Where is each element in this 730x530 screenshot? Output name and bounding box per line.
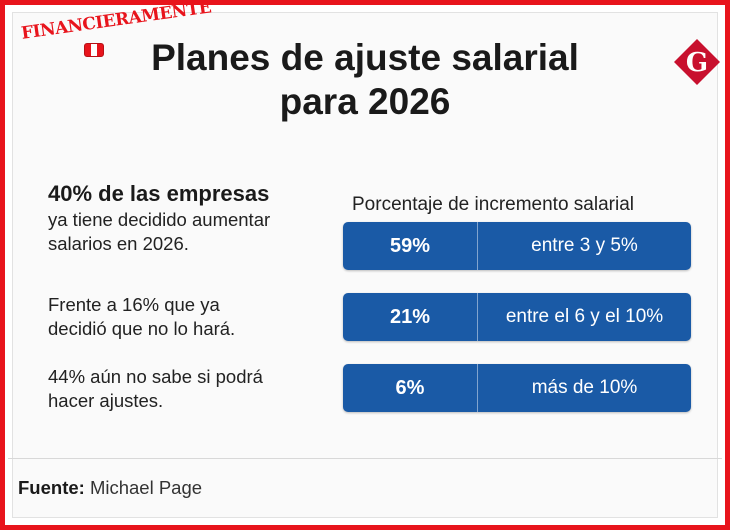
- row-category: entre el 6 y el 10%: [505, 306, 664, 327]
- chart-row-2: 21% entre el 6 y el 10%: [343, 293, 691, 341]
- title-line-1: Planes de ajuste salarial: [151, 37, 579, 78]
- chart-row-3: 6% más de 10%: [343, 364, 691, 412]
- stat3-line-2: hacer ajustes.: [48, 390, 164, 411]
- row-value: 6%: [395, 377, 425, 399]
- row-category: entre 3 y 5%: [531, 235, 638, 256]
- stat2-line-1: Frente a 16% que ya: [48, 294, 220, 315]
- page-title: Planes de ajuste salarial para 2026: [0, 36, 730, 124]
- chart-row-1: 59% entre 3 y 5%: [343, 222, 691, 270]
- chart-title: Porcentaje de incremento salarial: [352, 194, 634, 215]
- row-value: 21%: [389, 306, 431, 328]
- stat-block-1: 40% de las empresas ya tiene decidido au…: [48, 180, 318, 256]
- source-value: Michael Page: [89, 477, 203, 498]
- row-value: 59%: [389, 235, 431, 257]
- stat3-line-1: 44% aún no sabe si podrá: [48, 366, 263, 387]
- gestion-logo-icon: G: [674, 39, 720, 85]
- flag-seal-icon: [84, 43, 104, 57]
- stat-headline-line-2: salarios en 2026.: [48, 233, 189, 254]
- row-separator: [477, 293, 478, 341]
- stat-block-2: Frente a 16% que ya decidió que no lo ha…: [48, 293, 318, 341]
- stat2-line-2: decidió que no lo hará.: [48, 318, 236, 339]
- footer-divider: [8, 458, 722, 459]
- logo-letter: G: [686, 48, 708, 78]
- title-line-2: para 2026: [279, 81, 451, 122]
- row-category: más de 10%: [531, 377, 638, 398]
- source-label: Fuente:: [18, 477, 85, 498]
- stat-block-3: 44% aún no sabe si podrá hacer ajustes.: [48, 365, 318, 413]
- stat-headline-line-1: ya tiene decidido aumentar: [48, 209, 271, 230]
- row-separator: [477, 222, 478, 270]
- stat-headline: 40% de las empresas: [48, 181, 270, 206]
- source-note: Fuente: Michael Page: [18, 477, 202, 499]
- row-separator: [477, 364, 478, 412]
